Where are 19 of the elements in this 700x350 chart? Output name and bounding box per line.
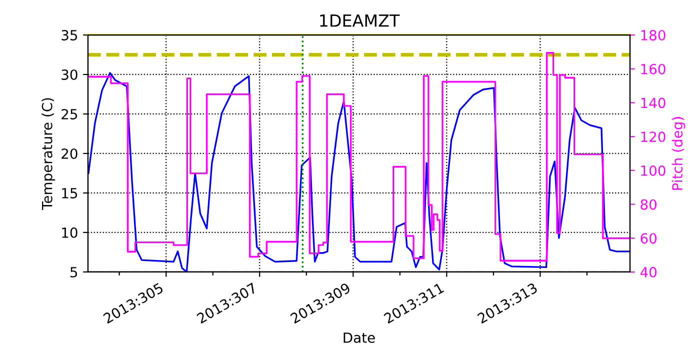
y-tick-label: 30: [62, 69, 78, 80]
y2-tick-label: 40: [640, 266, 656, 278]
y-tick-label: 25: [62, 108, 78, 120]
y-tick-label: 35: [62, 30, 78, 40]
y2-tick-label: 120: [641, 132, 666, 142]
y2-tick-label: 160: [641, 64, 666, 74]
y2-tick-label: 100: [641, 165, 666, 176]
y-tick-label: 5: [70, 267, 78, 278]
y-tick-label: 20: [62, 148, 78, 159]
y2-tick-label: 180: [641, 30, 666, 40]
y-tick-label: 10: [62, 227, 78, 238]
y2-axis-title: Pitch (deg): [672, 117, 686, 190]
y-tick-label: 15: [62, 188, 78, 198]
y2-tick-label: 80: [640, 199, 656, 210]
y-axis-title: Temperature (C): [42, 98, 56, 210]
chart-title: 1DEAMZT: [320, 14, 400, 27]
y2-tick-label: 60: [640, 233, 656, 244]
x-axis-title: Date: [344, 332, 375, 343]
y2-tick-label: 140: [641, 98, 666, 108]
